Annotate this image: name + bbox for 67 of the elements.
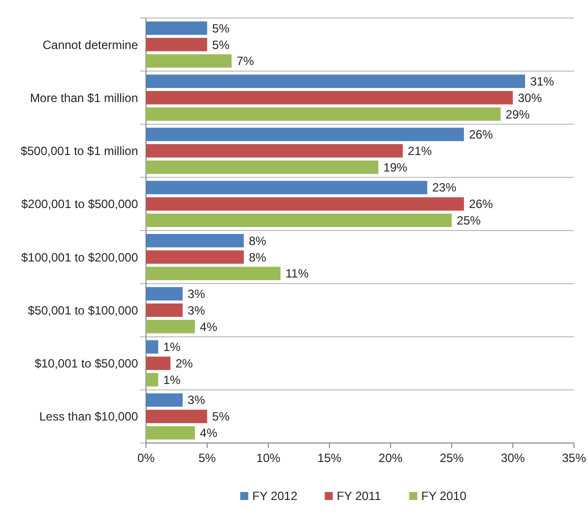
data-label: 29% [506, 107, 530, 122]
bar [146, 54, 232, 68]
data-label: 3% [188, 303, 206, 318]
x-tick-label: 10% [256, 451, 281, 465]
bar [146, 320, 195, 334]
x-tick-label: 35% [562, 451, 586, 465]
y-tick-label: Cannot determine [42, 38, 138, 52]
data-label: 8% [248, 234, 266, 248]
bar [146, 373, 158, 386]
data-label: 5% [212, 410, 230, 424]
data-label: 2% [175, 356, 194, 371]
data-label: 4% [200, 320, 218, 334]
y-tick-label: $100,001 to $200,000 [21, 250, 138, 264]
bar [146, 426, 195, 440]
data-label: 1% [163, 372, 181, 387]
y-tick-label: $500,001 to $1 million [20, 144, 138, 158]
bar [146, 107, 501, 121]
bar [146, 287, 183, 300]
bar [146, 74, 526, 88]
bar [146, 144, 403, 158]
bar [146, 250, 244, 264]
data-label: 31% [530, 74, 554, 88]
y-tick-label: $10,001 to $50,000 [34, 356, 138, 371]
data-label: 3% [188, 393, 206, 408]
bar [146, 128, 464, 142]
data-label: 30% [518, 90, 542, 105]
bar [146, 90, 513, 104]
data-label: 4% [200, 426, 218, 440]
bar [146, 214, 452, 228]
bar [146, 234, 244, 248]
legend-label: FY 2011 [336, 489, 382, 504]
data-label: 26% [468, 128, 494, 142]
data-label: 19% [383, 160, 408, 174]
y-tick-label: $50,001 to $100,000 [28, 303, 138, 318]
x-tick-label: 30% [500, 451, 526, 465]
bar [146, 197, 464, 211]
data-label: 26% [468, 197, 494, 212]
data-label: 1% [163, 340, 181, 354]
bar [146, 356, 170, 370]
bar [146, 21, 208, 35]
data-label: 5% [212, 21, 230, 36]
x-tick-label: 20% [378, 451, 403, 465]
bar [146, 180, 428, 194]
data-label: 25% [456, 214, 482, 228]
data-label: 23% [432, 180, 457, 195]
data-label: 5% [212, 38, 230, 52]
bar [146, 303, 183, 317]
data-label: 3% [188, 286, 206, 301]
x-tick-label: 0% [137, 451, 155, 465]
x-tick-label: 15% [317, 451, 342, 465]
bar [146, 393, 183, 407]
data-label: 11% [286, 266, 309, 281]
y-tick-label: Less than $10,000 [39, 410, 138, 424]
bar [146, 266, 281, 280]
bar [146, 410, 208, 424]
bar [146, 38, 208, 52]
legend-label: FY 2010 [421, 489, 467, 504]
bar [146, 340, 158, 354]
data-label: 8% [248, 250, 266, 264]
y-tick-label: $200,001 to $500,000 [21, 197, 138, 212]
data-label: 21% [408, 144, 432, 158]
bar [146, 160, 378, 174]
data-label: 7% [236, 54, 254, 68]
x-tick-label: 25% [440, 451, 464, 465]
y-tick-label: More than $1 million [30, 90, 138, 105]
legend-label: FY 2012 [252, 489, 298, 504]
x-tick-label: 5% [198, 451, 216, 465]
